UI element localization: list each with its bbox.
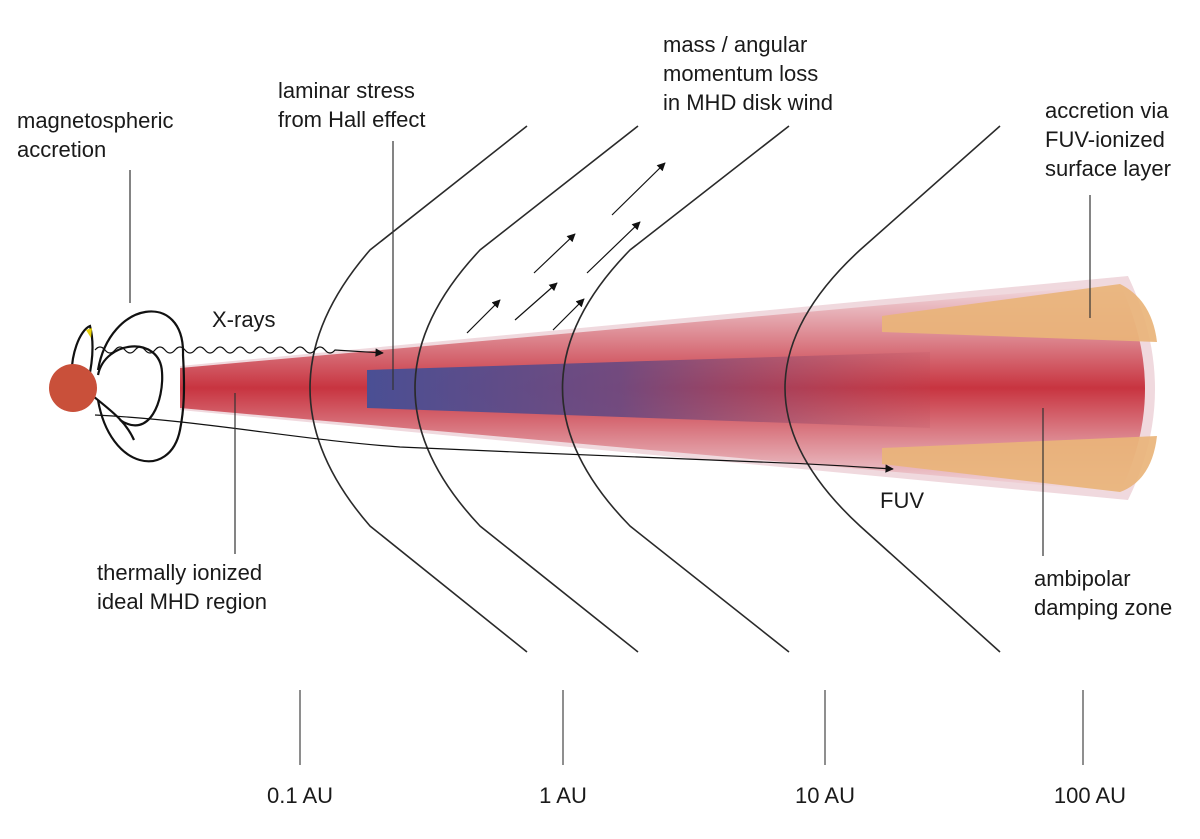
axis-label-0.1au: 0.1 AU xyxy=(267,783,333,808)
accretion-funnel-upper xyxy=(70,324,94,383)
star xyxy=(49,364,97,412)
label-magnetospheric: magnetospheric accretion xyxy=(17,108,180,162)
label-fuv: FUV xyxy=(880,488,924,513)
field-line-4 xyxy=(784,125,1001,653)
wind-arrow xyxy=(514,282,558,321)
label-fuv-accretion: accretion via FUV-ionized surface layer xyxy=(1045,98,1175,181)
wind-arrow xyxy=(466,299,501,334)
label-ambipolar: ambipolar damping zone xyxy=(1034,566,1172,620)
dead-zone xyxy=(367,352,930,428)
hotspot xyxy=(86,328,92,338)
wind-arrow xyxy=(611,162,666,216)
surface-layer-lower xyxy=(882,436,1157,492)
magnetosphere-loop-outer xyxy=(96,310,186,463)
field-line-3 xyxy=(561,125,790,653)
surface-layer-upper xyxy=(882,284,1157,342)
magnetosphere-loop-inner xyxy=(96,345,164,427)
axis-label-1au: 1 AU xyxy=(539,783,587,808)
axis-label-100au: 100 AU xyxy=(1054,783,1126,808)
label-wind: mass / angular momentum loss in MHD disk… xyxy=(663,32,833,115)
wind-arrow xyxy=(586,221,641,274)
axis-label-10au: 10 AU xyxy=(795,783,855,808)
field-line-1 xyxy=(309,125,528,653)
label-laminar: laminar stress from Hall effect xyxy=(278,78,426,132)
label-thermal: thermally ionized ideal MHD region xyxy=(97,560,268,614)
wind-arrow xyxy=(552,298,585,331)
label-xrays: X-rays xyxy=(212,307,276,332)
xray-arrow xyxy=(94,346,384,357)
field-line-2 xyxy=(414,125,639,653)
wind-arrow xyxy=(533,233,576,274)
